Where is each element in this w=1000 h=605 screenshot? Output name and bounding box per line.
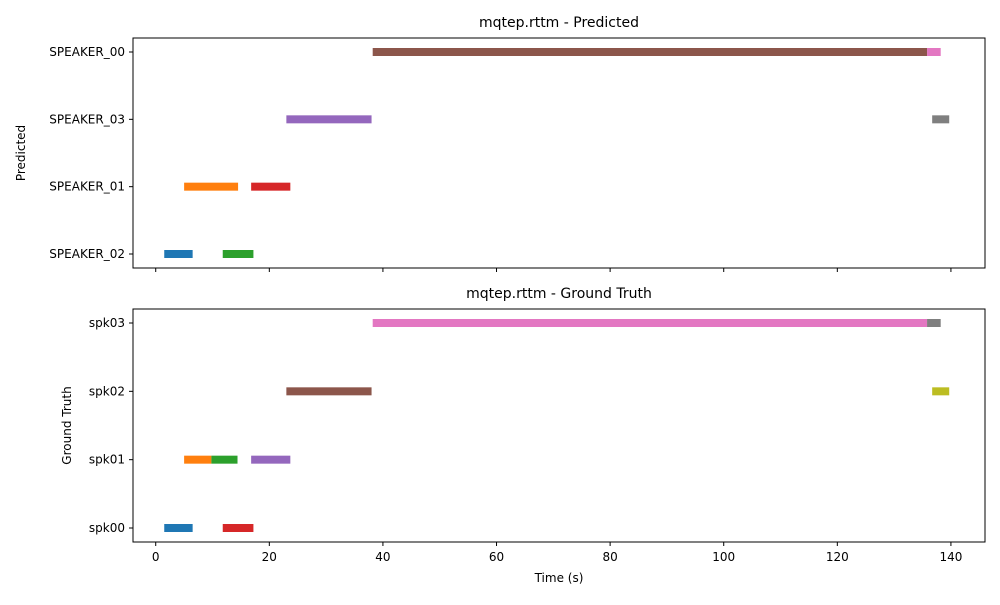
ytick-label-speaker-03: SPEAKER_03 [49,112,125,126]
ytick-label-speaker-02: SPEAKER_02 [49,247,125,261]
segment-speaker-00-5 [372,48,928,56]
segment-speaker-01-3 [251,182,291,191]
segment-spk01-4 [251,455,291,464]
ytick-label-spk00: spk00 [89,521,125,535]
segment-spk02-8 [932,387,950,396]
segment-speaker-02-2 [222,250,254,258]
y-axis-label: Ground Truth [60,386,74,464]
ground-truth-panel: mqtep.rttm - Ground Truth spk00 spk01 spk02… [60,286,986,585]
x-axis-label: Time (s) [534,571,584,585]
xtick-label-60: 60 [489,550,504,564]
predicted-panel: mqtep.rttm - Predicted SPEAKER_02 SPEAKER_… [14,15,986,272]
xtick-label-140: 140 [939,550,962,564]
segment-spk03-7 [927,319,941,327]
segment-spk01-1 [184,455,212,464]
ytick-label-speaker-00: SPEAKER_00 [49,45,125,59]
ytick-label-spk02: spk02 [89,384,125,398]
plot-frame [132,37,986,269]
chart-title: mqtep.rttm - Predicted [479,15,639,31]
segment-spk03-6 [372,319,928,327]
xtick-label-120: 120 [826,550,849,564]
segment-speaker-03-7 [932,115,950,124]
plot-frame [132,308,986,543]
chart-title: mqtep.rttm - Ground Truth [466,286,652,302]
segment-speaker-02-0 [164,250,193,258]
y-axis-label: Predicted [14,125,28,181]
ytick-label-spk03: spk03 [89,316,125,330]
segment-spk02-5 [286,387,372,396]
xtick-label-80: 80 [602,550,617,564]
segment-speaker-01-1 [184,182,239,191]
segment-spk01-2 [211,455,238,464]
segment-speaker-03-4 [286,115,372,124]
segment-spk00-0 [164,524,193,532]
segment-spk00-3 [222,524,254,532]
ytick-label-spk01: spk01 [89,453,125,467]
xtick-label-0: 0 [152,550,160,564]
xtick-label-100: 100 [712,550,735,564]
ytick-label-speaker-01: SPEAKER_01 [49,180,125,194]
segment-speaker-00-6 [927,48,941,56]
xtick-label-40: 40 [375,550,390,564]
xtick-label-20: 20 [262,550,277,564]
